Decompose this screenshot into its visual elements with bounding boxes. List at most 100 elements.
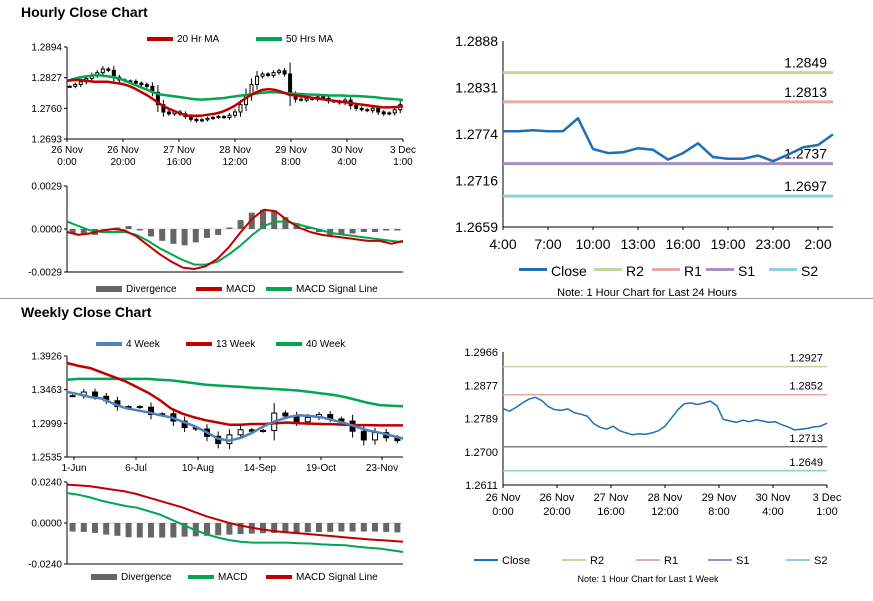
- hourly-macd-divergence-bar: [304, 227, 311, 229]
- hourly-pivots-x-tick-label: 16:00: [665, 236, 700, 252]
- hourly-price-candle-body: [133, 80, 138, 84]
- weekly-pivots-x-tick-date: 26 Nov: [540, 492, 575, 504]
- weekly-pivots-y-tick-label: 1.2966: [464, 347, 498, 359]
- weekly-macd-divergence-bar: [349, 523, 356, 532]
- weekly-pivots-x-tick-date: 28 Nov: [648, 492, 683, 504]
- weekly-price-candle-body: [69, 395, 76, 398]
- hourly-price-candle-body: [188, 116, 193, 120]
- hourly-pivot-s1-label: 1.2737: [784, 146, 827, 162]
- weekly-pivots-legend-label-close: Close: [502, 555, 530, 567]
- weekly-price-candle-body: [92, 391, 98, 397]
- hourly-price-candle-body: [139, 82, 144, 86]
- weekly-macd-divergence-bar: [103, 523, 110, 535]
- hourly-pivots-x-tick-label: 2:00: [804, 236, 831, 252]
- hourly-price-candle-body: [205, 117, 210, 121]
- hourly-price-candle-body: [238, 104, 243, 113]
- hourly-price-candle-body: [100, 68, 105, 74]
- hourly-pivots-legend-label-s2: S2: [801, 263, 818, 279]
- hourly-price-candle-body: [370, 107, 375, 112]
- hourly-price-candle-body: [166, 111, 171, 115]
- weekly-macd-signal-legend-swatch: [266, 575, 292, 579]
- hourly-macd-divergence-bar: [181, 229, 188, 246]
- hourly-macd-divergence-bar: [394, 229, 401, 231]
- weekly-macd-line: [66, 492, 404, 553]
- hourly-price-candle-body: [221, 116, 226, 119]
- hourly-price-candle-body: [359, 107, 364, 111]
- hourly-price-candle-body: [266, 73, 271, 76]
- weekly-macd-macd-legend-swatch: [188, 575, 214, 579]
- weekly-pivots-legend-label-r2: R2: [590, 555, 604, 567]
- hourly-macd-y-tick-label: 0.0029: [31, 182, 62, 193]
- hourly-pivot-r2-label: 1.2849: [784, 55, 827, 71]
- weekly-macd-divergence-bar: [148, 523, 154, 538]
- weekly-price-x-tick-label: 19-Oct: [306, 463, 336, 474]
- hourly-price-x-tick-date: 26 Nov: [51, 145, 83, 156]
- weekly-pivots-legend-label-r1: R1: [664, 555, 678, 567]
- hourly-price-candle-body: [376, 107, 381, 113]
- weekly-pivots-legend-label-s2: S2: [814, 555, 827, 567]
- weekly-w13-legend-swatch: [186, 342, 212, 346]
- hourly-macd-divergence-bar: [237, 220, 244, 229]
- weekly-macd-divergence-bar: [282, 523, 289, 533]
- hourly-macd-divergence-bar: [383, 229, 390, 231]
- hourly-macd-divergence-legend-label: Divergence: [126, 284, 177, 295]
- hourly-price-candle-body: [271, 72, 276, 76]
- weekly-macd-y-tick-label: 0.0000: [31, 519, 62, 530]
- hourly-price-x-tick-time: 1:00: [393, 157, 413, 168]
- hourly-price-x-tick-date: 30 Nov: [331, 145, 363, 156]
- hourly-pivots-y-tick-label: 1.2831: [455, 80, 498, 96]
- hourly-pivots-y-tick-label: 1.2888: [455, 33, 498, 49]
- weekly-w40-legend-swatch: [276, 342, 302, 346]
- weekly-macd-signal-line: [66, 483, 404, 543]
- hourly-pivots-legend-swatch-s2: [769, 268, 797, 271]
- hourly-macd-divergence-bar: [69, 229, 76, 234]
- hourly-price-candle-body: [299, 98, 304, 101]
- hourly-price-x-tick-date: 26 Nov: [107, 145, 139, 156]
- hourly-price-candle-body: [354, 105, 359, 109]
- hourly-pivots-x-tick-label: 13:00: [620, 236, 655, 252]
- weekly-macd-divergence-bar: [181, 523, 188, 537]
- weekly-pivots-close-line: [502, 396, 828, 436]
- weekly-macd-divergence-bar: [159, 523, 166, 538]
- weekly-pivot-r1-label: 1.2852: [789, 381, 823, 393]
- hourly-price-candle-body: [73, 84, 78, 87]
- weekly-pivots-x-tick-time: 8:00: [708, 506, 729, 518]
- weekly-pivots-x-tick-date: 3 Dec: [813, 492, 842, 504]
- weekly-price-x-tick-label: 1-Jun: [61, 463, 86, 474]
- weekly-price-candle-body: [260, 429, 266, 432]
- weekly-price-candle-body: [372, 432, 378, 441]
- hourly-price-candle-body: [288, 73, 293, 96]
- weekly-price-x-tick-label: 23-Nov: [366, 463, 398, 474]
- weekly-macd-divergence-legend-swatch: [91, 574, 117, 580]
- hourly-price-candle-body: [233, 111, 237, 116]
- hourly-macd-divergence-bar: [271, 211, 278, 229]
- weekly-pivot-r2-label: 1.2927: [789, 353, 823, 365]
- hourly-price-candle-body: [260, 73, 265, 77]
- weekly-macd-divergence-bar: [271, 523, 278, 533]
- hourly-pivots-y-tick-label: 1.2659: [455, 219, 498, 235]
- weekly-price-y-tick-label: 1.3926: [31, 352, 62, 363]
- hourly-price-x-tick-date: 28 Nov: [219, 145, 251, 156]
- hourly-price-y-tick-label: 1.2827: [31, 73, 62, 84]
- weekly-price-candle-body: [304, 416, 311, 423]
- hourly-macd-macd-legend-label: MACD: [226, 284, 255, 295]
- hourly-pivots-legend-swatch-close: [519, 268, 547, 271]
- weekly-macd-y-tick-label: -0.0240: [28, 560, 62, 571]
- hourly-macd-divergence-bar: [349, 229, 356, 234]
- hourly-price-x-tick-time: 12:00: [222, 157, 247, 168]
- hourly-price-x-tick-time: 16:00: [166, 157, 191, 168]
- hourly-macd-macd-legend-swatch: [196, 287, 222, 291]
- hourly-pivots-note: Note: 1 Hour Chart for Last 24 Hours: [557, 287, 737, 299]
- weekly-w4-legend-swatch: [96, 342, 122, 346]
- weekly-w4-legend-label: 4 Week: [126, 339, 161, 350]
- weekly-macd-divergence-bar: [327, 523, 334, 532]
- weekly-price-x-tick-label: 14-Sep: [244, 463, 277, 474]
- hourly-pivots-x-tick-label: 10:00: [575, 236, 610, 252]
- hourly-macd-divergence-bar: [372, 229, 378, 232]
- hourly-macd-signal-line: [66, 220, 404, 266]
- hourly-macd-divergence-bar: [80, 229, 87, 235]
- hourly-price-x-tick-date: 29 Nov: [275, 145, 307, 156]
- weekly-pivots-x-tick-date: 27 Nov: [594, 492, 629, 504]
- weekly-macd-divergence-bar: [372, 523, 378, 532]
- weekly-pivots-legend-swatch-s2: [786, 559, 810, 561]
